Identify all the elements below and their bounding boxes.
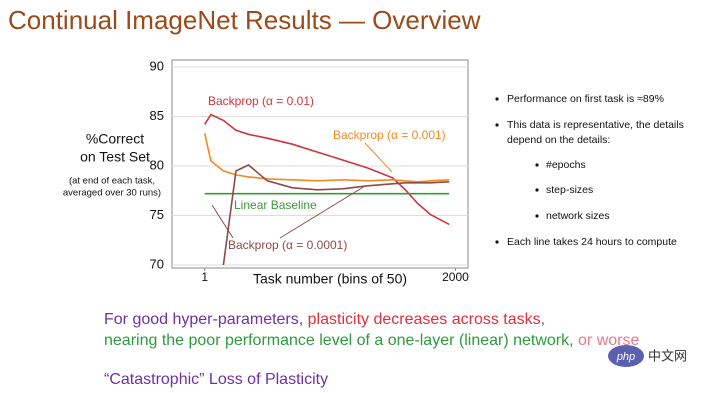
bullet (535, 188, 539, 192)
series-line (203, 133, 450, 183)
bullet (535, 163, 539, 167)
bullet (535, 214, 539, 218)
watermark-text: php (616, 351, 635, 363)
bullet (495, 240, 499, 244)
bullet-text: Each line takes 24 hours to compute (507, 236, 677, 248)
series-label: Backprop (α = 0.01) (208, 94, 314, 108)
footer-text: nearing the poor performance level of a … (104, 332, 578, 349)
sub-bullet-text: step-sizes (546, 184, 593, 196)
series-label: Backprop (α = 0.0001) (228, 238, 347, 252)
y-tick-label: 70 (150, 256, 164, 271)
series-line (204, 113, 450, 226)
annotation-arrows (211, 142, 393, 239)
bullet (495, 123, 499, 127)
sub-bullet-text: network sizes (546, 210, 610, 222)
x-tick-label: 2000 (442, 270, 469, 284)
series-label: Linear Baseline (234, 198, 317, 212)
bullet-text: depend on the details: (507, 134, 610, 146)
footer-text: plasticity decreases across tasks, (308, 311, 545, 328)
bullet-text: Performance on first task is ≈89% (507, 93, 664, 105)
bullet-text: This data is representative, the details (507, 119, 684, 131)
footer-text: For good hyper-parameters, (104, 311, 308, 328)
x-axis-label: Task number (bins of 50) (253, 271, 407, 287)
chart-note: (at end of each task, (69, 176, 155, 187)
footer-line: For good hyper-parameters, plasticity de… (104, 311, 545, 328)
slide-title: Continual ImageNet Results — Overview (8, 5, 481, 35)
sub-bullet-text: #epochs (546, 159, 586, 171)
y-tick-label: 90 (150, 58, 164, 73)
x-tick-label: 1 (201, 270, 208, 284)
y-axis-label: on Test Set (80, 149, 150, 165)
y-tick-label: 80 (150, 157, 164, 172)
y-axis-label: %Correct (86, 131, 144, 147)
watermark-text: 中文网 (648, 348, 687, 363)
footer-line: nearing the poor performance level of a … (104, 332, 639, 349)
chart-note: averaged over 30 runs) (63, 188, 161, 199)
footer-text: or worse (578, 332, 639, 349)
series-label: Backprop (α = 0.001) (333, 128, 446, 142)
footer-text: “Catastrophic” Loss of Plasticity (104, 371, 328, 388)
watermark-logo (608, 345, 644, 367)
plot-frame (171, 59, 469, 269)
y-tick-label: 85 (150, 108, 164, 123)
series-line (222, 164, 450, 266)
bullet (495, 97, 499, 101)
y-tick-label: 75 (150, 207, 164, 222)
